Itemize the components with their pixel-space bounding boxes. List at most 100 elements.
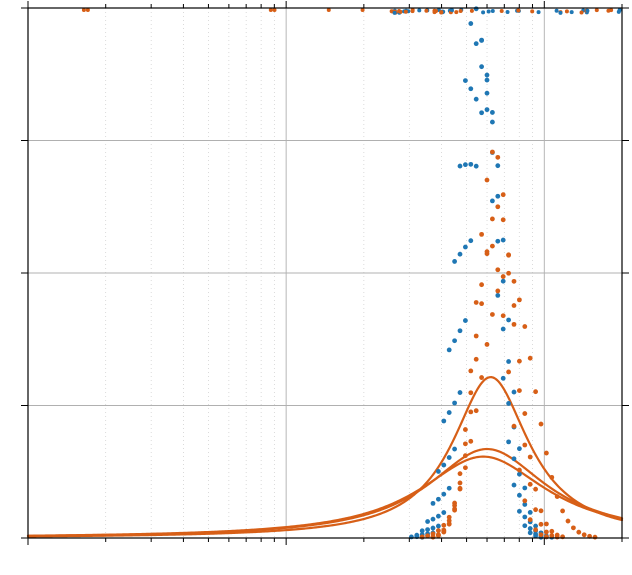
series-point [431, 517, 436, 522]
series-point [490, 150, 495, 155]
series-point [501, 313, 506, 318]
series-point [458, 481, 463, 486]
series-point [560, 509, 565, 514]
series-point [474, 41, 479, 46]
resonance-chart [0, 0, 632, 575]
series-point [441, 463, 446, 468]
series-point [458, 487, 463, 492]
series-point [463, 453, 468, 458]
series-point [490, 244, 495, 249]
series-point [436, 497, 441, 502]
rug-point [424, 9, 428, 13]
series-point [425, 527, 430, 532]
rug-point [434, 9, 438, 13]
rug-point [459, 9, 463, 13]
series-point [463, 162, 468, 167]
series-point [474, 6, 479, 11]
series-point [528, 517, 533, 522]
series-point [458, 471, 463, 476]
rug-point [618, 8, 622, 12]
series-point [452, 447, 457, 452]
series-point [533, 527, 538, 532]
series-point [436, 524, 441, 529]
series-point [528, 530, 533, 535]
series-point [474, 97, 479, 102]
series-point [501, 238, 506, 243]
series-point [447, 347, 452, 352]
series-point [431, 531, 436, 536]
series-point [576, 530, 581, 535]
series-point [458, 328, 463, 333]
series-point [447, 486, 452, 491]
series-point [479, 232, 484, 237]
series-point [436, 533, 441, 538]
series-point [512, 483, 517, 488]
series-point [441, 530, 446, 535]
series-point [474, 300, 479, 305]
series-point [539, 532, 544, 537]
series-point [463, 318, 468, 323]
series-point [495, 267, 500, 272]
series-point [479, 375, 484, 380]
rug-point [585, 9, 589, 13]
series-point [501, 327, 506, 332]
series-point [522, 515, 527, 520]
series-point [447, 410, 452, 415]
series-point [485, 73, 490, 78]
series-point [517, 509, 522, 514]
rug-point [537, 10, 541, 14]
series-point [490, 217, 495, 222]
rug-point [404, 10, 408, 14]
series-point [468, 21, 473, 26]
series-point [506, 370, 511, 375]
series-point [458, 390, 463, 395]
series-point [512, 279, 517, 284]
series-point [474, 334, 479, 339]
series-point [479, 301, 484, 306]
series-point [533, 487, 538, 492]
series-point [512, 390, 517, 395]
rug-point [530, 9, 534, 13]
series-point [495, 163, 500, 168]
series-point [479, 64, 484, 69]
series-point [436, 469, 441, 474]
rug-point [450, 8, 454, 12]
series-point [517, 359, 522, 364]
series-point [441, 510, 446, 515]
series-point [522, 498, 527, 503]
series-point [468, 238, 473, 243]
series-point [501, 279, 506, 284]
series-point [474, 408, 479, 413]
series-point [485, 91, 490, 96]
series-point [517, 472, 522, 477]
series-point [463, 245, 468, 250]
series-point [468, 86, 473, 91]
series-point [522, 443, 527, 448]
series-point [517, 297, 522, 302]
series-point [549, 533, 554, 538]
series-point [544, 522, 549, 527]
series-point [522, 486, 527, 491]
series-point [458, 252, 463, 257]
chart-container [0, 0, 632, 575]
series-point [495, 155, 500, 160]
series-point [447, 455, 452, 460]
series-point [441, 492, 446, 497]
series-point [474, 357, 479, 362]
series-point [495, 239, 500, 244]
series-point [517, 446, 522, 451]
series-point [441, 523, 446, 528]
series-point [436, 514, 441, 519]
rug-point [454, 10, 458, 14]
series-point [490, 199, 495, 204]
series-point [425, 519, 430, 524]
series-point [463, 78, 468, 83]
series-point [539, 422, 544, 427]
series-point [593, 535, 598, 540]
series-point [495, 289, 500, 294]
series-point [458, 164, 463, 169]
series-point [501, 376, 506, 381]
series-point [522, 324, 527, 329]
series-point [490, 312, 495, 317]
series-point [485, 178, 490, 183]
